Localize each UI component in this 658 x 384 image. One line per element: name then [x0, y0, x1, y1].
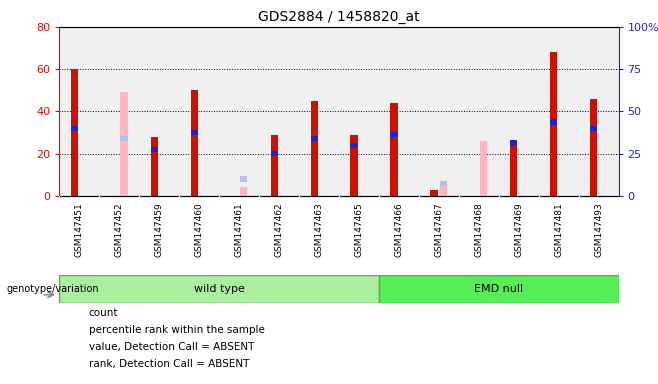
Bar — [120, 136, 128, 141]
Bar — [240, 187, 247, 196]
Text: GSM147463: GSM147463 — [315, 202, 323, 257]
Bar — [270, 135, 278, 196]
Text: GSM147452: GSM147452 — [114, 202, 124, 257]
Bar — [191, 130, 198, 135]
Text: genotype/variation: genotype/variation — [7, 284, 99, 294]
Bar — [590, 126, 597, 131]
Bar — [191, 90, 198, 196]
Bar — [240, 176, 247, 182]
Text: value, Detection Call = ABSENT: value, Detection Call = ABSENT — [89, 342, 254, 352]
Bar — [510, 143, 517, 196]
Bar — [59, 275, 379, 303]
Text: GSM147467: GSM147467 — [434, 202, 443, 257]
Bar — [510, 141, 517, 146]
Bar — [430, 190, 438, 196]
Bar — [120, 92, 128, 196]
Text: GSM147493: GSM147493 — [594, 202, 603, 257]
Text: GSM147466: GSM147466 — [394, 202, 403, 257]
Bar — [550, 52, 557, 196]
Bar — [71, 126, 78, 131]
Bar — [311, 136, 318, 141]
Text: GSM147462: GSM147462 — [274, 202, 284, 257]
Text: rank, Detection Call = ABSENT: rank, Detection Call = ABSENT — [89, 359, 249, 369]
Bar — [480, 141, 487, 196]
Bar — [151, 147, 158, 152]
Text: count: count — [89, 308, 118, 318]
Bar — [590, 99, 597, 196]
Bar — [390, 103, 397, 196]
Bar — [311, 101, 318, 196]
Bar — [390, 132, 397, 137]
Bar — [351, 142, 358, 148]
Bar — [379, 275, 619, 303]
Text: GSM147451: GSM147451 — [75, 202, 84, 257]
Text: EMD null: EMD null — [474, 284, 523, 294]
Bar — [440, 180, 447, 186]
Text: wild type: wild type — [193, 284, 245, 294]
Text: GSM147469: GSM147469 — [514, 202, 523, 257]
Text: GSM147460: GSM147460 — [195, 202, 203, 257]
Text: percentile rank within the sample: percentile rank within the sample — [89, 325, 265, 335]
Text: GSM147468: GSM147468 — [474, 202, 483, 257]
Title: GDS2884 / 1458820_at: GDS2884 / 1458820_at — [258, 10, 420, 25]
Bar — [440, 185, 447, 196]
Bar — [351, 135, 358, 196]
Bar — [550, 119, 557, 124]
Text: GSM147481: GSM147481 — [554, 202, 563, 257]
Text: GSM147461: GSM147461 — [234, 202, 243, 257]
Text: GSM147459: GSM147459 — [155, 202, 164, 257]
Bar — [270, 151, 278, 156]
Bar — [71, 69, 78, 196]
Text: GSM147465: GSM147465 — [355, 202, 363, 257]
Bar — [151, 137, 158, 196]
